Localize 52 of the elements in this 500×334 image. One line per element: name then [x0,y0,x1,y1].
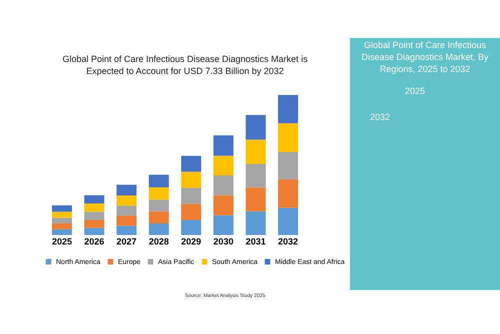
x-tick-label: 2030 [213,236,234,246]
bar [52,218,72,224]
bar [278,208,298,235]
bar [84,212,104,220]
bar [246,164,266,188]
bar [246,115,266,140]
text: Global Point of Care Infectious Disease Diagnostics Market, By Regions, 2025 to 2032 [361,40,490,74]
bar [148,187,169,200]
bar [52,224,72,230]
bar [213,176,234,196]
bar [181,172,202,188]
bar [148,211,169,224]
bar [84,228,104,235]
bar [84,204,104,212]
bar [246,211,266,235]
x-tick-label: 2026 [84,236,104,246]
text: 2025 [404,86,426,96]
bar [181,188,202,204]
bar [116,226,137,235]
bar [181,156,202,172]
x-tick-label: 2031 [246,236,266,246]
bar [116,206,137,216]
bar [213,135,234,156]
x-tick-label: 2029 [181,236,202,246]
bar [52,205,72,212]
bar [116,184,137,196]
bar [84,220,104,228]
x-tick-label: 2032 [278,236,298,246]
bar [148,200,169,212]
bar [278,152,298,180]
bar [278,180,298,208]
bar [52,229,72,235]
bar [213,215,234,235]
chart-title: Global Point of Care Infectious Disease Diagnostics Market is Expected to Account for USD 7.33 Billion by 2032 [62,54,308,76]
bar [52,212,72,218]
bar [213,156,234,176]
bar [148,224,169,235]
x-tick-label: 2028 [148,236,169,246]
bar [246,188,266,212]
bar [278,123,298,152]
bar [116,216,137,226]
bar [148,174,169,188]
bar [213,195,234,216]
bar [181,204,202,220]
x-tick-label: 2027 [116,236,137,246]
x-tick-label: 2025 [52,236,72,246]
bar [116,196,137,206]
bar [278,95,298,124]
bar [181,220,202,235]
text: 2032 [370,112,390,122]
bar [246,140,266,164]
bar [84,195,104,204]
